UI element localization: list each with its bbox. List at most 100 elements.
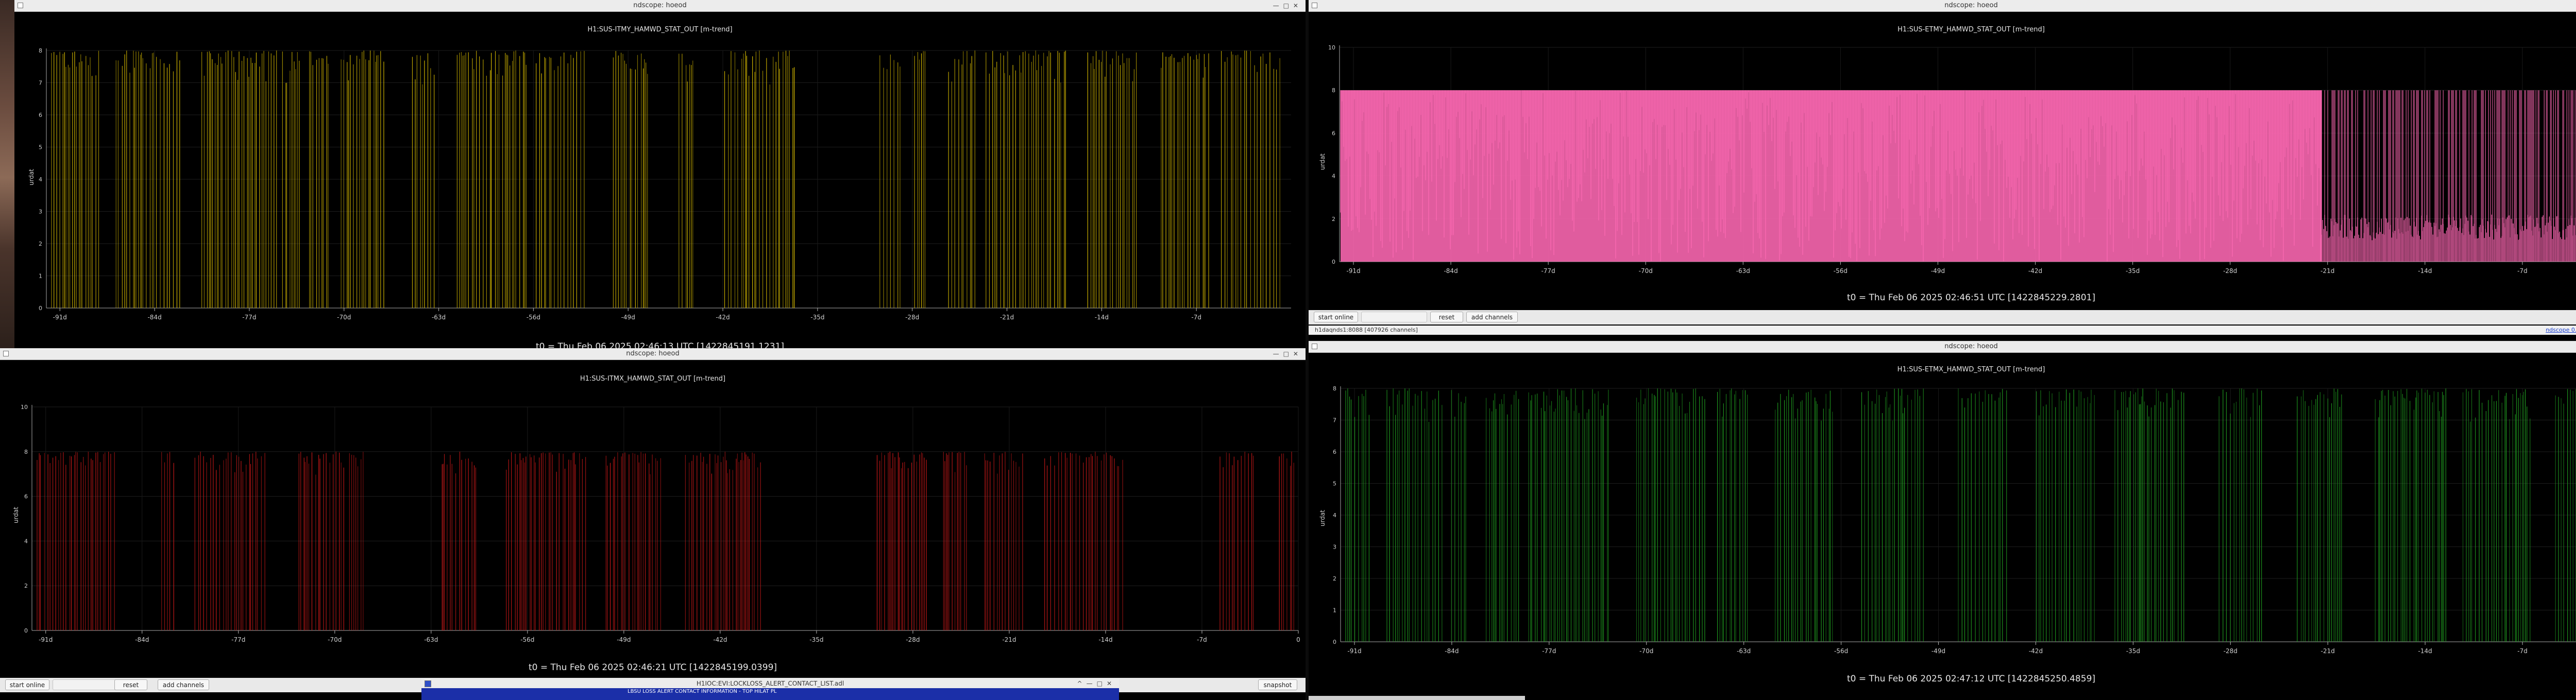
- plot-title: H1:SUS-ITMX_HAMWD_STAT_OUT [m-trend]: [580, 375, 726, 383]
- version-link[interactable]: ndscope 0.15.2 (report bug): [2546, 327, 2576, 333]
- plot-title: H1:SUS-ITMY_HAMWD_STAT_OUT [m-trend]: [587, 26, 733, 33]
- server-status: h1daqnds1:8088 [407926 channels]: [1315, 327, 1418, 333]
- plot-area[interactable]: 0 2 4 6 8 10 -91d -84d -77d -70d -63d -56d -49d -42d -…: [1309, 0, 2576, 288]
- window-titlebar[interactable]: ndscope: hoeod —□✕: [1309, 0, 2576, 12]
- x-tick-label: -84d: [1445, 647, 1459, 655]
- plot-area[interactable]: 0 1 2 3 4 5 6 7 8 -91d -84d -77d -70d -63d -56d -49d -42…: [1309, 341, 2576, 671]
- x-tick-label: -77d: [1541, 267, 1555, 275]
- window-titlebar[interactable]: ndscope: hoeod —□✕: [14, 0, 1306, 12]
- app-icon: [425, 680, 431, 687]
- plot-title: H1:SUS-ETMX_HAMWD_STAT_OUT [m-trend]: [1897, 366, 2045, 373]
- plot-area[interactable]: 0 2 4 6 8 10 -91d -84d -77d -70d -63d -56d -49d -42d -…: [0, 348, 1306, 662]
- x-tick-label: -7d: [1191, 314, 1201, 321]
- reset-button[interactable]: reset: [114, 679, 147, 690]
- add-channels-button[interactable]: add channels: [158, 679, 209, 690]
- y-tick-label: 0: [24, 627, 28, 634]
- x-tick-label: -35d: [809, 636, 823, 643]
- x-tick-label: -63d: [432, 314, 446, 321]
- x-tick-label: -35d: [2126, 647, 2140, 655]
- ndscope-window-top-right: ndscope: hoeod —□✕ H1:SUS-ETMY_HAMWD_STA…: [1309, 0, 2576, 340]
- t0-label: t0 = Thu Feb 06 2025 02:46:51 UTC [14228…: [1846, 293, 2096, 303]
- x-tick-label: -21d: [1002, 636, 1016, 643]
- y-tick-label: 0: [1332, 259, 1335, 265]
- add-channels-button[interactable]: add channels: [1466, 312, 1518, 322]
- y-tick-label: 0: [1333, 639, 1336, 645]
- ndscope-window-bottom-left: ndscope: hoeod —□✕ H1:SUS-ITMX_HAMWD_STA…: [0, 348, 1306, 700]
- x-tick-label: -63d: [1736, 267, 1750, 275]
- window-titlebar[interactable]: ndscope: hoeod —□✕: [1309, 341, 2576, 353]
- x-tick-label: -21d: [2321, 647, 2335, 655]
- y-tick-label: 4: [39, 176, 42, 183]
- ndscope-window-top-left: ndscope: hoeod —□✕ H1:SUS-ITMY_HAMWD_STA…: [14, 0, 1306, 351]
- x-tick-label: -70d: [337, 314, 351, 321]
- x-tick-label: -63d: [1737, 647, 1751, 655]
- x-tick-label: -77d: [242, 314, 256, 321]
- x-tick-label: -56d: [1834, 647, 1848, 655]
- alert-body: LBSU LOSS ALERT CONTACT INFORMATION - TO…: [421, 688, 1119, 695]
- x-tick-label: -56d: [1834, 267, 1848, 275]
- blank-button[interactable]: [53, 679, 118, 690]
- x-tick-label: -28d: [906, 636, 920, 643]
- x-tick-label: -42d: [716, 314, 730, 321]
- dense-fill: [1341, 90, 2322, 262]
- x-tick-label: -42d: [2029, 647, 2043, 655]
- window-controls[interactable]: ^—□✕: [1077, 680, 1116, 687]
- y-tick-label: 8: [39, 47, 42, 54]
- blank-button[interactable]: [1361, 312, 1427, 322]
- alert-title: H1IOC:EVI:LOCKLOSS_ALERT_CONTACT_LIST.ad…: [696, 680, 844, 687]
- x-tick-label: -35d: [2126, 267, 2140, 275]
- lockloss-alert-window: H1IOC:EVI:LOCKLOSS_ALERT_CONTACT_LIST.ad…: [421, 679, 1119, 700]
- x-tick-label: -49d: [1931, 647, 1945, 655]
- start-online-button[interactable]: start online: [1314, 312, 1358, 322]
- chart-svg: 0 1 2 3 4 5 6 7 8 -91d -84d -77d -70d -63d -56d -49d -42…: [39, 47, 1291, 321]
- y-tick-label: 2: [1333, 575, 1336, 582]
- window-title: ndscope: hoeod: [626, 350, 680, 357]
- reset-button[interactable]: reset: [1430, 312, 1463, 322]
- x-tick-label: -56d: [520, 636, 534, 643]
- x-tick-label: -91d: [39, 636, 53, 643]
- y-tick-label: 5: [39, 144, 42, 151]
- window-controls[interactable]: —□✕: [1273, 2, 1302, 9]
- x-tick-label: -21d: [1000, 314, 1014, 321]
- y-tick-label: 2: [39, 241, 42, 247]
- x-tick-label: -28d: [905, 314, 919, 321]
- window-titlebar[interactable]: ndscope: hoeod —□✕: [0, 348, 1306, 360]
- y-tick-label: 8: [1333, 385, 1336, 392]
- x-tick-label: -14d: [1098, 636, 1112, 643]
- x-tick-label: -70d: [1639, 267, 1653, 275]
- app-icon: [18, 3, 23, 8]
- start-online-button[interactable]: start online: [5, 679, 49, 690]
- x-tick-label: -84d: [1444, 267, 1458, 275]
- y-tick-label: 6: [39, 112, 42, 118]
- y-tick-label: 10: [1328, 44, 1335, 51]
- t0-label: t0 = Thu Feb 06 2025 02:47:12 UTC [14228…: [1846, 674, 2096, 684]
- x-tick-label: -21d: [2320, 267, 2334, 275]
- y-tick-label: 1: [1333, 607, 1336, 614]
- y-tick-label: 0: [39, 305, 42, 312]
- x-tick-label: -7d: [1197, 636, 1207, 643]
- trend-series: [51, 50, 1280, 308]
- desktop-photo-strip: [0, 0, 14, 355]
- snapshot-button[interactable]: snapshot: [1258, 679, 1297, 690]
- window-controls[interactable]: —□✕: [1273, 350, 1302, 357]
- y-tick-label: 7: [39, 80, 42, 87]
- x-tick-label: -14d: [1095, 314, 1109, 321]
- y-tick-label: 5: [1333, 481, 1336, 487]
- x-tick-label: -49d: [1931, 267, 1945, 275]
- x-tick-label: -49d: [617, 636, 631, 643]
- alert-titlebar[interactable]: H1IOC:EVI:LOCKLOSS_ALERT_CONTACT_LIST.ad…: [421, 679, 1119, 688]
- x-tick-label: -84d: [147, 314, 161, 321]
- control-bar: start online reset add channels snapshot…: [1309, 310, 2576, 325]
- x-tick-label: -91d: [1347, 647, 1361, 655]
- y-tick-label: 6: [1332, 130, 1335, 136]
- x-tick-label: -77d: [231, 636, 245, 643]
- plot-title: H1:SUS-ETMY_HAMWD_STAT_OUT [m-trend]: [1897, 26, 2045, 33]
- window-title: ndscope: hoeod: [1944, 2, 1998, 9]
- chart-svg: 0 1 2 3 4 5 6 7 8 -91d -84d -77d -70d -63d -56d -49d -42…: [1333, 385, 2576, 655]
- x-tick-label: -63d: [424, 636, 438, 643]
- app-icon: [3, 351, 9, 356]
- x-tick-label: -42d: [713, 636, 727, 643]
- y-tick-label: 6: [1333, 449, 1336, 455]
- x-tick-label: -56d: [527, 314, 540, 321]
- plot-area[interactable]: 0 1 2 3 4 5 6 7 8 -91d -84d -77d -70d -63d -56d -49d -42…: [14, 0, 1306, 351]
